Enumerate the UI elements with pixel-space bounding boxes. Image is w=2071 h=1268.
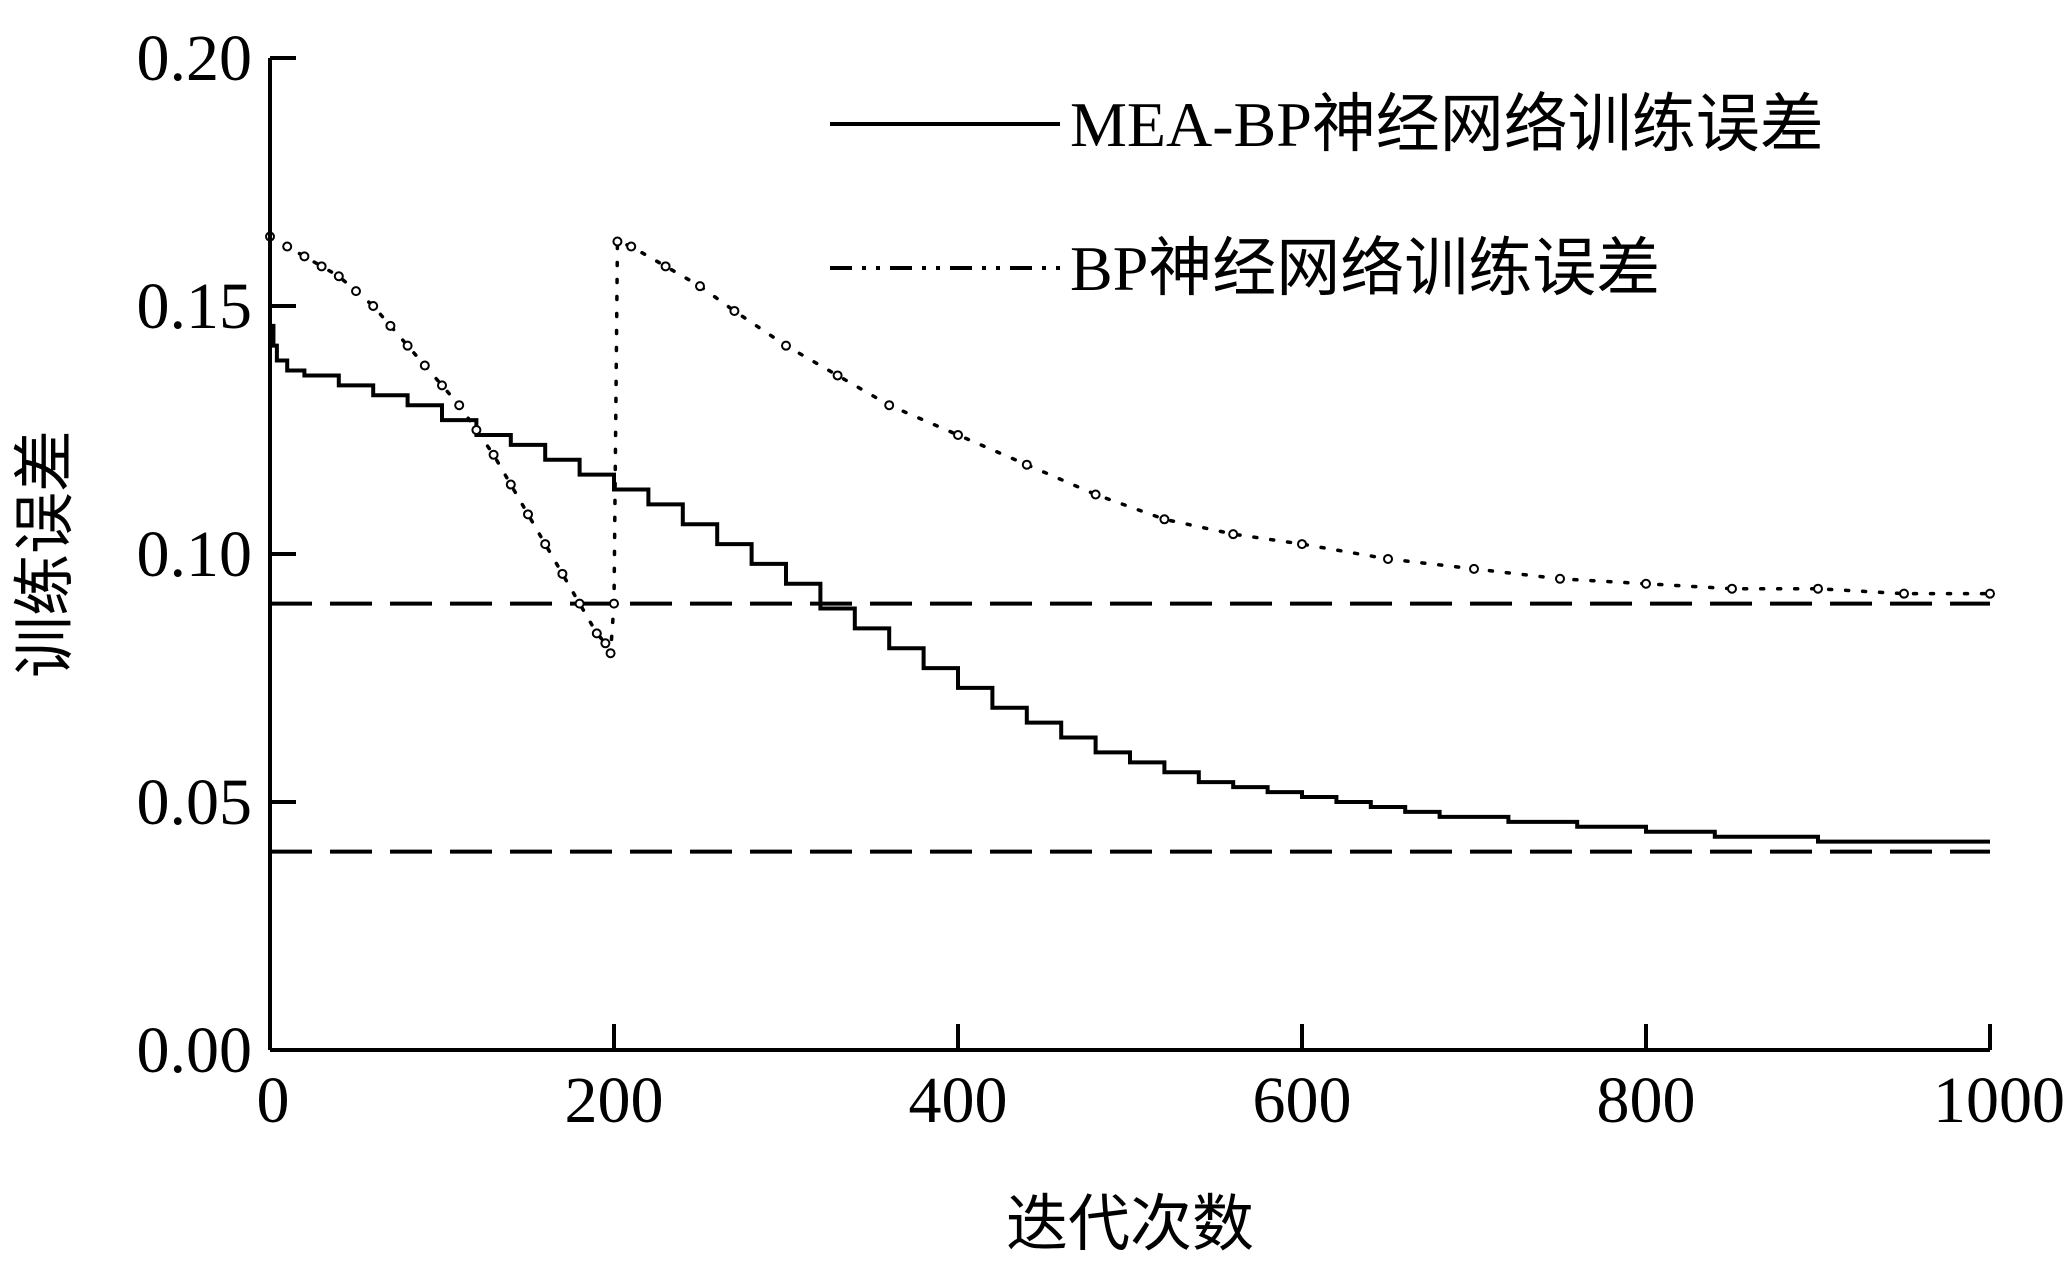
series-point-bp [1297,539,1307,550]
series-point-bp [1727,583,1737,594]
series-point-bp [953,429,963,440]
series-point-bp [1469,563,1479,574]
series-point-bp [612,236,623,247]
series-point-bp [781,340,791,351]
series-point-bp [333,271,344,282]
x-tick-label: 0 [257,1064,290,1137]
series-point-bp [1641,578,1651,589]
series-point-bp [351,286,361,297]
series-point-bp [1555,573,1565,584]
series-point-bp [832,370,843,381]
series-point-bp [609,598,619,609]
series-point-bp [368,301,379,311]
x-axis-title: 迭代次数 [1006,1187,1254,1260]
series-point-bp [282,241,293,252]
series-point-bp [591,628,602,639]
series-point-bp [402,340,413,351]
series-point-bp [729,305,740,316]
x-tick-label: 600 [1253,1064,1352,1137]
series-point-bp [1159,514,1170,525]
series-point-bp [600,638,611,649]
legend: MEA-BP神经网络训练误差 BP神经网络训练误差 [830,89,1824,304]
series-point-bp [1021,459,1032,470]
series-point-bp [316,261,327,272]
series-point-bp [299,251,310,262]
y-tick-label: 0.00 [137,1014,253,1087]
tick-marks [268,56,1992,1052]
reference-lines [270,601,1990,854]
legend-label-mea-bp: MEA-BP神经网络训练误差 [1070,89,1824,160]
series-point-bp [1985,588,1995,599]
series-point-bp [884,400,895,411]
series-point-bp [437,380,447,391]
series-point-bp [488,449,499,460]
series-point-bp [605,648,616,659]
y-tick-label: 0.10 [137,518,253,591]
series-point-bp [1813,583,1823,594]
series-line-mea-bp [270,323,1990,844]
series-point-bp [471,425,482,435]
series-point-bp [454,400,465,411]
series-point-bp [523,509,533,520]
series-point-bp [1899,588,1909,599]
series-point-bp [695,281,705,292]
series-point-bp [626,241,637,252]
x-tick-label: 400 [909,1064,1008,1137]
series-point-bp [557,568,568,579]
series-point-bp [660,261,671,272]
y-tick-label: 0.15 [137,270,253,343]
series-point-bp [574,598,585,609]
series-point-bp [385,320,396,331]
y-axis-title: 训练误差 [8,430,81,678]
x-tick-label: 800 [1597,1064,1696,1137]
series-point-bp [1383,553,1393,564]
series-point-bp [1228,529,1239,540]
y-tick-label: 0.20 [137,22,253,95]
legend-label-bp: BP神经网络训练误差 [1070,233,1660,304]
x-tick-label: 200 [565,1064,664,1137]
series-point-bp [505,479,516,490]
x-tick-label: 1000 [1933,1064,2065,1137]
series-point-bp [540,539,551,550]
y-tick-label: 0.05 [137,766,253,839]
series-layer [265,231,1995,844]
series-point-bp [1090,489,1101,500]
tick-labels: 0 200 400 600 800 1000 0.00 0.05 0.10 0.15 0.20 [137,22,2066,1137]
series-point-bp [419,360,430,371]
axes [268,58,1990,1052]
